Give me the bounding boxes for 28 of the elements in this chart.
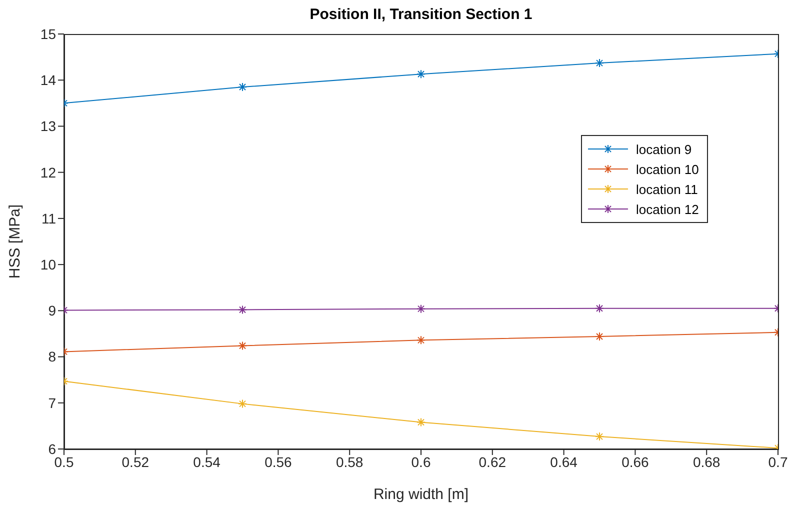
y-tick-label: 9	[48, 302, 56, 319]
y-axis-title: HSS [MPa]	[6, 204, 24, 279]
x-tick-label: 0.58	[336, 454, 364, 470]
y-tick-label: 14	[40, 72, 56, 88]
legend-label: location 12	[636, 202, 699, 216]
legend-label: location 9	[636, 142, 692, 156]
y-tick-label: 8	[48, 348, 56, 365]
x-tick-label: 0.64	[550, 454, 578, 470]
y-tick-label: 11	[41, 210, 56, 226]
y-tick-label: 12	[40, 164, 56, 180]
x-tick-label: 0.66	[622, 454, 650, 470]
chart-title: Position II, Transition Section 1	[308, 6, 534, 23]
legend-label: location 10	[636, 162, 699, 176]
y-tick-label: 13	[40, 118, 56, 134]
x-tick-label: 0.7	[768, 454, 788, 470]
x-tick-label: 0.56	[264, 454, 292, 470]
x-tick-label: 0.68	[692, 454, 720, 470]
x-tick-label: 0.62	[478, 454, 506, 470]
x-tick-label: 0.54	[193, 454, 221, 470]
x-tick-label: 0.6	[411, 454, 431, 470]
y-tick-label: 6	[48, 440, 56, 457]
y-tick-label: 15	[40, 26, 56, 42]
legend-label: location 11	[636, 182, 698, 196]
x-axis-title: Ring width [m]	[373, 486, 469, 503]
x-tick-label: 0.52	[122, 454, 150, 470]
x-tick-label: 0.5	[54, 454, 74, 470]
y-tick-label: 7	[48, 394, 56, 411]
y-tick-label: 10	[40, 256, 56, 273]
